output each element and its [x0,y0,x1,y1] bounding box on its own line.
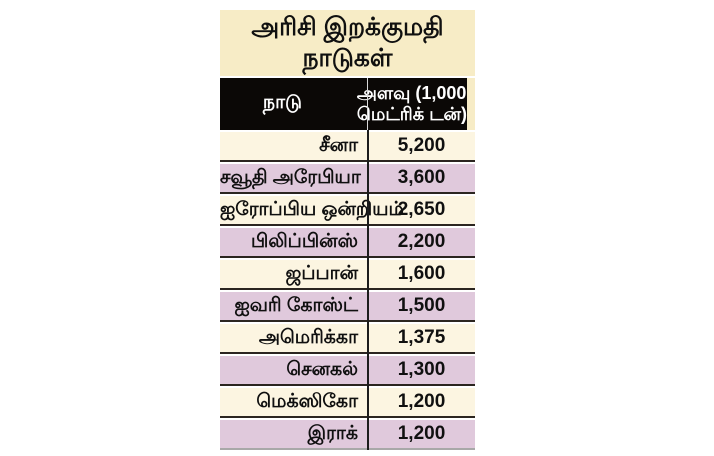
value-cell: 1,375 [397,327,446,348]
table-row: ஐவரி கோஸ்ட் 1,500 [220,292,475,322]
amount-header-line-2: மெட்ரிக் டன்) [356,104,467,124]
value-cell: 3,600 [397,167,446,188]
country-cell: சவூதி அரேபியா [220,167,361,188]
table-header-band: நாடு அளவு (1,000 மெட்ரிக் டன்) [220,78,475,130]
value-cell: 1,600 [397,263,446,284]
table-header-row: நாடு அளவு (1,000 மெட்ரிக் டன்) [220,78,467,130]
table-row: மெக்ஸிகோ 1,200 [220,388,475,418]
table-body: சீனா 5,200 சவூதி அரேபியா 3,600 ஐரோப்பிய … [220,130,475,450]
value-cell: 2,650 [397,199,446,220]
country-cell: அமெரிக்கா [258,327,358,348]
country-cell: ஐரோப்பிய ஒன்றியம் [220,199,404,220]
value-cell: 1,200 [397,391,446,412]
table-row: ஜப்பான் 1,600 [220,260,475,290]
country-cell: இராக் [307,423,358,444]
value-cell: 1,300 [397,359,446,380]
amount-header-line-1: அளவு (1,000 [356,83,467,103]
table-column-divider [367,130,369,450]
country-cell: பிலிப்பின்ஸ் [251,231,358,252]
title-line-1: அரிசி இறக்குமதி [251,13,444,41]
table-row: இராக் 1,200 [220,420,475,450]
table-row: சவூதி அரேபியா 3,600 [220,164,475,194]
table-row: செனகல் 1,300 [220,356,475,386]
value-cell: 1,500 [397,295,446,316]
table-row: அமெரிக்கா 1,375 [220,324,475,354]
value-cell: 1,200 [397,423,446,444]
rice-import-infographic: அரிசி இறக்குமதி நாடுகள் நாடு அளவு (1,000… [220,10,475,450]
header-column-divider [367,78,368,130]
title-line-2: நாடுகள் [302,44,393,72]
country-cell: செனகல் [286,359,358,380]
column-header-country: நாடு [262,92,302,113]
value-cell: 5,200 [397,135,446,156]
country-cell: சீனா [319,135,358,156]
table-row: ஐரோப்பிய ஒன்றியம் 2,650 [220,196,475,226]
column-header-amount: அளவு (1,000 மெட்ரிக் டன்) [345,78,467,130]
table-row: சீனா 5,200 [220,132,475,162]
infographic-title: அரிசி இறக்குமதி நாடுகள் [220,10,475,76]
country-cell: ஜப்பான் [285,263,358,284]
country-cell: ஐவரி கோஸ்ட் [234,295,359,316]
country-cell: மெக்ஸிகோ [256,391,358,412]
value-cell: 2,200 [397,231,446,252]
table-row: பிலிப்பின்ஸ் 2,200 [220,228,475,258]
